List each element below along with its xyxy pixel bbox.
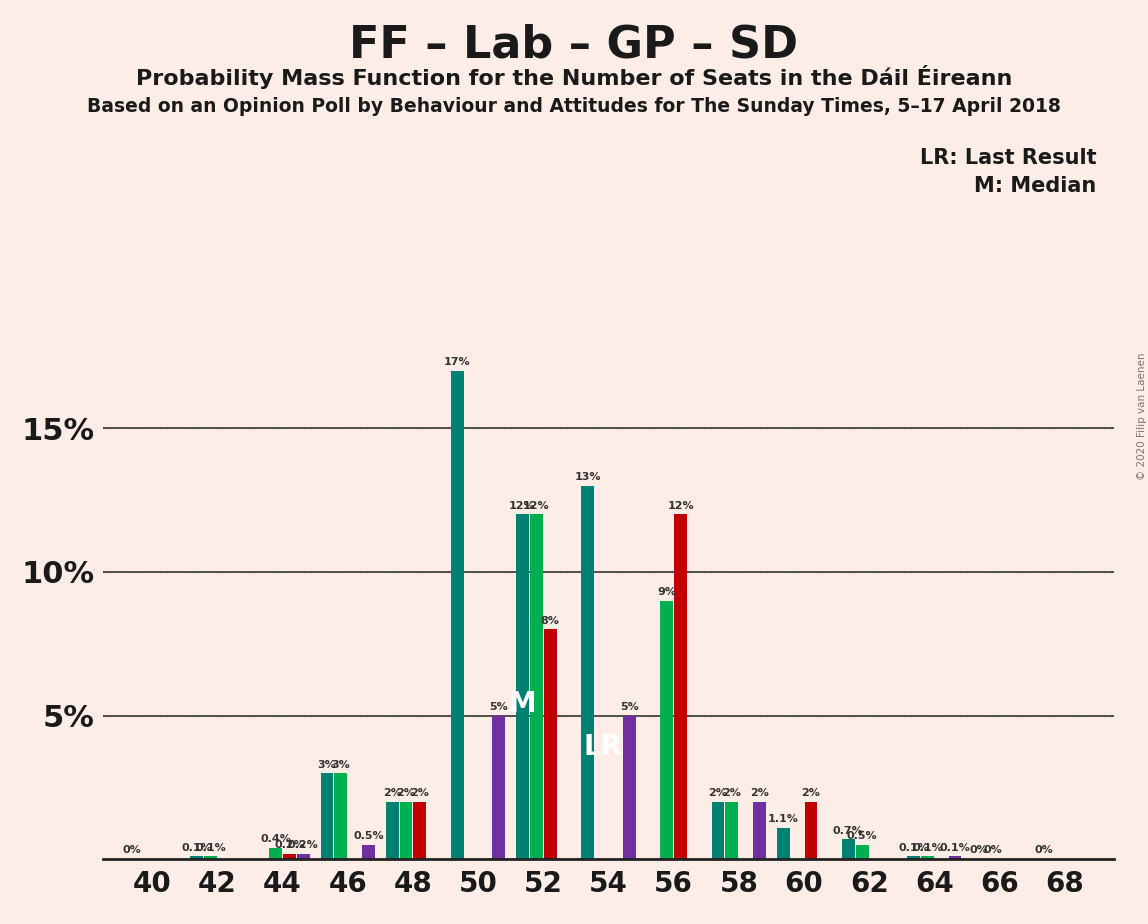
Text: 17%: 17%: [444, 358, 471, 367]
Bar: [805, 802, 817, 859]
Bar: [530, 515, 543, 859]
Bar: [841, 839, 855, 859]
Bar: [270, 848, 282, 859]
Bar: [297, 854, 310, 859]
Text: 12%: 12%: [523, 501, 550, 511]
Bar: [726, 802, 738, 859]
Bar: [492, 715, 505, 859]
Bar: [921, 857, 933, 859]
Bar: [284, 854, 296, 859]
Text: 12%: 12%: [510, 501, 536, 511]
Bar: [362, 845, 375, 859]
Text: 12%: 12%: [667, 501, 693, 511]
Text: 2%: 2%: [396, 788, 416, 798]
Bar: [907, 857, 920, 859]
Text: 2%: 2%: [708, 788, 728, 798]
Text: M: Median: M: Median: [975, 176, 1096, 196]
Text: 0.1%: 0.1%: [912, 843, 943, 853]
Text: 0.4%: 0.4%: [261, 834, 292, 845]
Bar: [623, 715, 636, 859]
Text: 8%: 8%: [541, 616, 559, 626]
Bar: [544, 629, 557, 859]
Text: 0%: 0%: [122, 845, 141, 855]
Text: 0%: 0%: [983, 845, 1002, 855]
Text: 0.1%: 0.1%: [181, 843, 212, 853]
Text: 0.1%: 0.1%: [195, 843, 226, 853]
Text: 3%: 3%: [318, 760, 336, 770]
Bar: [451, 371, 464, 859]
Bar: [581, 486, 594, 859]
Text: 0.7%: 0.7%: [833, 826, 863, 835]
Text: 1.1%: 1.1%: [768, 814, 799, 824]
Bar: [400, 802, 412, 859]
Text: 5%: 5%: [620, 702, 638, 712]
Text: 2%: 2%: [750, 788, 769, 798]
Text: 0.5%: 0.5%: [847, 832, 877, 842]
Text: 0%: 0%: [1034, 845, 1053, 855]
Bar: [320, 773, 333, 859]
Bar: [204, 857, 217, 859]
Text: FF – Lab – GP – SD: FF – Lab – GP – SD: [349, 23, 799, 67]
Text: 13%: 13%: [574, 472, 600, 482]
Text: 2%: 2%: [722, 788, 742, 798]
Bar: [712, 802, 724, 859]
Text: LR: LR: [583, 734, 622, 761]
Bar: [334, 773, 347, 859]
Text: © 2020 Filip van Laenen: © 2020 Filip van Laenen: [1138, 352, 1147, 480]
Text: 5%: 5%: [489, 702, 509, 712]
Text: 0.1%: 0.1%: [940, 843, 970, 853]
Bar: [386, 802, 398, 859]
Bar: [674, 515, 687, 859]
Text: 2%: 2%: [382, 788, 402, 798]
Text: 0.2%: 0.2%: [288, 840, 319, 850]
Bar: [413, 802, 426, 859]
Text: 0.2%: 0.2%: [274, 840, 305, 850]
Bar: [777, 828, 790, 859]
Bar: [517, 515, 529, 859]
Text: 0%: 0%: [969, 845, 988, 855]
Text: 9%: 9%: [657, 587, 676, 597]
Text: 0.1%: 0.1%: [898, 843, 929, 853]
Text: LR: Last Result: LR: Last Result: [920, 148, 1096, 168]
Text: Based on an Opinion Poll by Behaviour and Attitudes for The Sunday Times, 5–17 A: Based on an Opinion Poll by Behaviour an…: [87, 97, 1061, 116]
Text: 2%: 2%: [801, 788, 821, 798]
Bar: [753, 802, 766, 859]
Bar: [948, 857, 962, 859]
Text: M: M: [509, 690, 536, 718]
Text: Probability Mass Function for the Number of Seats in the Dáil Éireann: Probability Mass Function for the Number…: [135, 65, 1013, 89]
Text: 0.5%: 0.5%: [354, 832, 383, 842]
Bar: [191, 857, 203, 859]
Text: 3%: 3%: [332, 760, 350, 770]
Bar: [660, 601, 673, 859]
Bar: [856, 845, 869, 859]
Text: 2%: 2%: [410, 788, 429, 798]
